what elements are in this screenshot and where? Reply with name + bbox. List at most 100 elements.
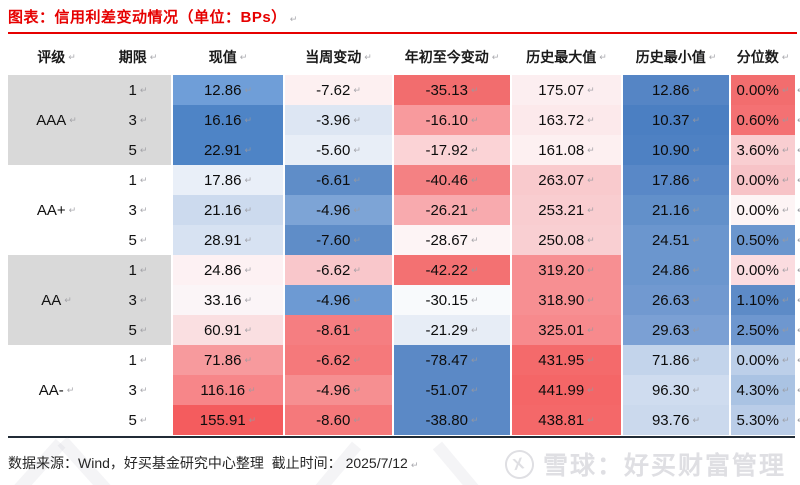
- return-mark: ↵: [692, 174, 701, 185]
- col-header-ytd: 年初至今变动 ↵: [394, 42, 510, 72]
- term-cell-AA--1: 1 ↵: [128, 351, 148, 369]
- row-end-mark: ↵: [797, 315, 800, 345]
- cell-row10-max: 431.95 ↵: [512, 345, 621, 375]
- cell-row3-pct: 3.60% ↵: [731, 135, 795, 165]
- cell-row10-ytd: -78.47 ↵: [394, 345, 510, 375]
- row-end-mark: ↵: [797, 165, 800, 195]
- return-mark: ↵: [248, 384, 256, 395]
- return-mark: ↵: [244, 234, 253, 245]
- row-end-mark: ↵: [797, 405, 800, 435]
- return-mark: ↵: [782, 294, 790, 305]
- cell-row12-ytd: -38.80 ↵: [394, 405, 510, 435]
- return-mark: ↵: [471, 264, 479, 275]
- return-mark: ↵: [471, 414, 479, 425]
- return-mark: ↵: [139, 234, 148, 245]
- return-mark: ↵: [471, 144, 479, 155]
- return-mark: ↵: [491, 51, 500, 62]
- col-header-min: 历史最小值 ↵: [623, 42, 729, 72]
- term-cell-AA+-1: 1 ↵: [128, 171, 148, 189]
- return-mark: ↵: [587, 204, 595, 215]
- cell-row4-ytd: -40.46 ↵: [394, 165, 510, 195]
- rating-group-AA: AA ↵ 1 ↵ 3 ↵ 5 ↵: [8, 255, 171, 345]
- term-cell-AA+-5: 5 ↵: [128, 231, 148, 249]
- return-mark: ↵: [692, 354, 701, 365]
- xueqiu-logo-glyph: X: [511, 453, 528, 474]
- cell-row9-min: 29.63 ↵: [623, 315, 729, 345]
- rating-label-AA: AA ↵: [41, 291, 72, 309]
- return-mark: ↵: [244, 294, 253, 305]
- rating-label-AA+: AA+ ↵: [36, 201, 77, 219]
- return-mark: ↵: [471, 84, 479, 95]
- watermark-pattern: [432, 441, 484, 485]
- return-mark: ↵: [353, 234, 361, 245]
- return-mark: ↵: [692, 234, 701, 245]
- row-end-mark: ↵: [797, 375, 800, 405]
- cell-row10-current: 71.86 ↵: [173, 345, 283, 375]
- cell-row9-ytd: -21.29 ↵: [394, 315, 510, 345]
- return-mark: ↵: [353, 414, 361, 425]
- rating-label-AAA: AAA ↵: [36, 111, 77, 129]
- cell-row3-weekly: -5.60 ↵: [285, 135, 392, 165]
- cell-row6-ytd: -28.67 ↵: [394, 225, 510, 255]
- return-mark: ↵: [471, 114, 479, 125]
- col-header-label: 评级: [37, 49, 66, 65]
- cell-row10-min: 71.86 ↵: [623, 345, 729, 375]
- return-mark: ↵: [149, 51, 158, 62]
- cell-row3-max: 161.08 ↵: [512, 135, 621, 165]
- return-mark: ↵: [471, 294, 479, 305]
- col-header-label: 历史最小值: [635, 49, 706, 65]
- cell-row11-ytd: -51.07 ↵: [394, 375, 510, 405]
- table-body: AAA ↵ 1 ↵ 3 ↵ 5 ↵ AA+ ↵ 1 ↵ 3 ↵ 5 ↵ AA ↵ 1 ↵ 3 ↵ 5 ↵ AA- ↵ 1 ↵ 3 ↵ 5 ↵ 1…: [0, 75, 800, 435]
- cell-row8-min: 26.63 ↵: [623, 285, 729, 315]
- cell-row11-min: 96.30 ↵: [623, 375, 729, 405]
- rating-group-AAA: AAA ↵ 1 ↵ 3 ↵ 5 ↵: [8, 75, 171, 165]
- cell-row4-min: 17.86 ↵: [623, 165, 729, 195]
- cell-row7-weekly: -6.62 ↵: [285, 255, 392, 285]
- cell-row3-current: 22.91 ↵: [173, 135, 283, 165]
- col-header-label: 现值: [208, 49, 237, 65]
- term-cell-AAA-1: 1 ↵: [128, 81, 148, 99]
- title-rule: [8, 32, 797, 34]
- bottom-rule: [8, 436, 795, 438]
- return-mark: ↵: [139, 354, 148, 365]
- cell-row6-max: 250.08 ↵: [512, 225, 621, 255]
- return-mark: ↵: [364, 51, 372, 62]
- cell-row11-weekly: -4.96 ↵: [285, 375, 392, 405]
- return-mark: ↵: [353, 294, 361, 305]
- cell-row12-min: 93.76 ↵: [623, 405, 729, 435]
- return-mark: ↵: [692, 114, 701, 125]
- return-mark: ↵: [782, 84, 790, 95]
- watermark-text: 雪球：好买财富管理: [542, 452, 786, 480]
- return-mark: ↵: [692, 144, 701, 155]
- cell-row4-current: 17.86 ↵: [173, 165, 283, 195]
- return-mark: ↵: [782, 264, 790, 275]
- return-mark: ↵: [587, 174, 595, 185]
- cell-row5-max: 253.21 ↵: [512, 195, 621, 225]
- cell-row3-ytd: -17.92 ↵: [394, 135, 510, 165]
- return-mark: ↵: [139, 294, 148, 305]
- return-mark: ↵: [782, 354, 790, 365]
- return-mark: ↵: [244, 264, 253, 275]
- cell-row8-max: 318.90 ↵: [512, 285, 621, 315]
- cell-row5-pct: 0.00% ↵: [731, 195, 795, 225]
- cell-row7-max: 319.20 ↵: [512, 255, 621, 285]
- chart-title: 图表：信用利差变动情况（单位：BPs） ↵: [8, 6, 298, 27]
- return-mark: ↵: [353, 264, 361, 275]
- col-header-label: 历史最大值: [526, 49, 597, 65]
- cell-row7-pct: 0.00% ↵: [731, 255, 795, 285]
- return-mark: ↵: [353, 144, 361, 155]
- return-mark: ↵: [471, 354, 479, 365]
- return-mark: ↵: [139, 174, 148, 185]
- return-mark: ↵: [471, 324, 479, 335]
- col-header-label: 当周变动: [305, 49, 362, 65]
- cell-row12-pct: 5.30% ↵: [731, 405, 795, 435]
- return-mark: ↵: [353, 84, 361, 95]
- row-end-mark: ↵: [797, 225, 800, 255]
- return-mark: ↵: [782, 384, 790, 395]
- return-mark: ↵: [692, 384, 701, 395]
- return-mark: ↵: [68, 51, 76, 62]
- return-mark: ↵: [782, 234, 790, 245]
- cell-row8-current: 33.16 ↵: [173, 285, 283, 315]
- row-end-mark: ↵: [797, 255, 800, 285]
